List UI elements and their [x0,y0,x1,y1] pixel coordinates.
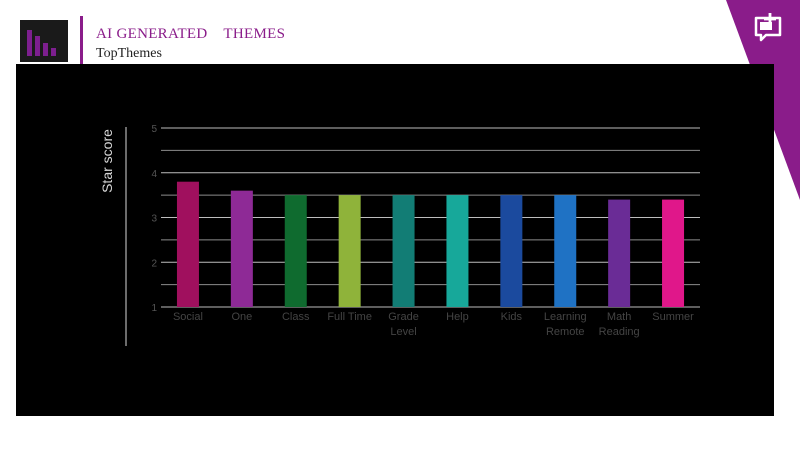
y-tick-label: 1 [151,303,157,314]
x-tick-label: Full Time [327,311,372,323]
y-tick-label: 4 [151,169,157,180]
header-divider [80,16,83,64]
x-tick-label: Class [282,311,310,323]
bar [338,195,361,307]
page-title: AI GENERATED THEMES [96,26,286,42]
bar [230,190,253,307]
x-tick-label: Kids [501,311,523,323]
bar [554,195,577,307]
bar [500,195,523,307]
x-tick-label: Math [607,311,631,323]
bar [392,195,415,307]
x-tick-label: Summer [652,311,694,323]
x-tick-label: Learning [544,311,587,323]
bar-chart: Star score 1 2 3 4 5 Social One Class Full Time Gr… [99,124,700,346]
bar [284,195,307,307]
x-tick-label: Social [173,311,203,323]
bar [446,195,469,307]
bar [662,199,685,307]
x-tick-label: Level [390,326,416,338]
y-tick-label: 5 [151,124,157,135]
x-tick-label: One [231,311,252,323]
add-comment-button[interactable] [750,10,786,46]
y-axis-label: Star score [99,129,115,193]
y-tick-label: 3 [151,214,157,225]
y-tick-label: 2 [151,258,157,269]
bar-chart-logo-icon [20,20,68,62]
bar [608,199,631,307]
x-tick-label: Reading [599,326,640,338]
x-tick-label: Remote [546,326,585,338]
x-tick-label: Grade [388,311,419,323]
page-subtitle: TopThemes [96,46,162,61]
x-tick-label: Help [446,311,469,323]
bar [176,181,199,307]
add-comment-icon [754,13,782,42]
chart-panel: Star score 1 2 3 4 5 Social One Class Full Time Gr… [16,64,774,416]
